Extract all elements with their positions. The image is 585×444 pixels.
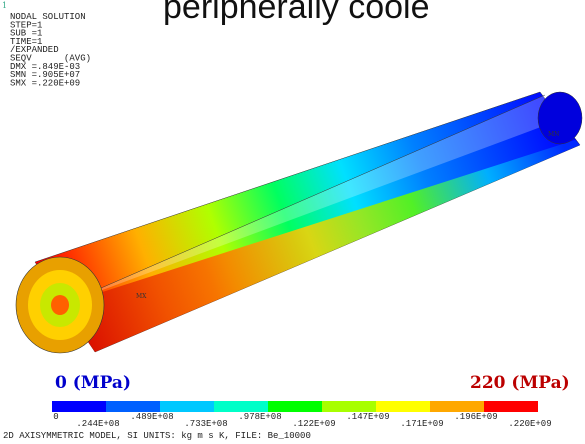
colorbar: 0 .244E+08 .489E+08 .733E+08 .978E+08 .122E+0… bbox=[52, 401, 552, 429]
colorbar-label: .147E+09 bbox=[346, 412, 389, 422]
low-label: 0 (MPa) bbox=[55, 373, 131, 393]
colorbar-label: .733E+08 bbox=[184, 419, 227, 429]
colorbar-label: .220E+09 bbox=[508, 419, 551, 429]
colorbar-segment bbox=[160, 401, 214, 412]
max-marker: MX bbox=[136, 293, 147, 300]
colorbar-segment bbox=[268, 401, 322, 412]
colorbar-segment bbox=[322, 401, 376, 412]
colorbar-segment bbox=[376, 401, 430, 412]
colorbar-segment bbox=[214, 401, 268, 412]
colorbar-label: .122E+09 bbox=[292, 419, 335, 429]
colorbar-label: .244E+08 bbox=[76, 419, 119, 429]
colorbar-label: .196E+09 bbox=[454, 412, 497, 422]
colorbar-label: .171E+09 bbox=[400, 419, 443, 429]
screenshot: 1 peripherally coole NODAL SOLUTIONSTEP=… bbox=[0, 0, 585, 444]
high-label: 220 (MPa) bbox=[470, 373, 570, 393]
corner-mark: 1 bbox=[2, 1, 7, 10]
colorbar-label: 0 bbox=[53, 412, 58, 422]
colorbar-segment bbox=[52, 401, 106, 412]
colorbar-label: .978E+08 bbox=[238, 412, 281, 422]
title: peripherally coole bbox=[163, 0, 430, 26]
colorbar-segment bbox=[106, 401, 160, 412]
colorbar-segment bbox=[484, 401, 538, 412]
footer: 2D AXISYMMETRIC MODEL, SI UNITS: kg m s … bbox=[3, 431, 311, 441]
min-marker: MN bbox=[548, 131, 559, 138]
colorbar-label: .489E+08 bbox=[130, 412, 173, 422]
colorbar-segment bbox=[430, 401, 484, 412]
model: MX MN bbox=[16, 92, 582, 353]
info-line: SMX =.220E+09 bbox=[10, 78, 80, 88]
